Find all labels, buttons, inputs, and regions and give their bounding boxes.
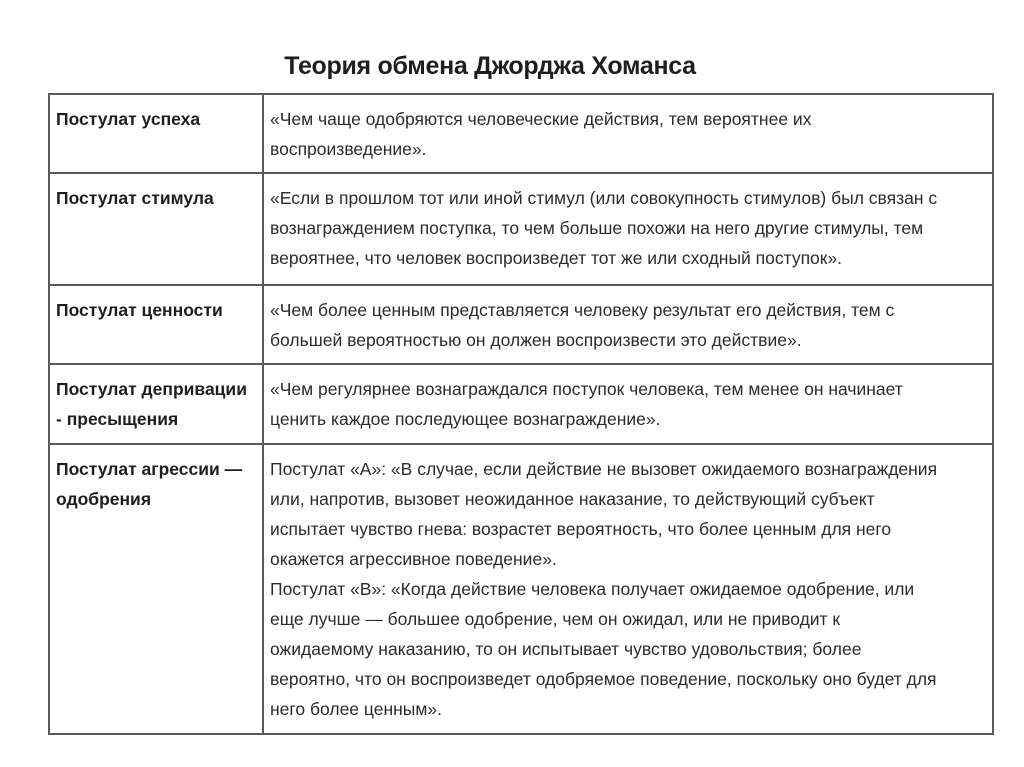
postulate-name: Постулат депривации - пресыщения (48, 363, 264, 445)
table-row-success: Постулат успеха «Чем чаще одобряются чел… (48, 93, 994, 174)
description-line: вероятно, что он воспроизведет одобряемо… (270, 669, 937, 689)
description-line: «Чем регулярнее вознаграждался поступок … (270, 379, 903, 399)
description-line: воспроизведение». (270, 139, 427, 159)
postulate-name-line: Постулат ценности (56, 300, 223, 320)
description-line: вознаграждением поступка, то чем больше … (270, 218, 924, 238)
description-line: Постулат «В»: «Когда действие человека п… (270, 579, 915, 599)
postulate-name: Постулат ценности (48, 284, 264, 365)
postulate-name: Постулат стимула (48, 172, 264, 286)
description-line: или, напротив, вызовет неожиданное наказ… (270, 489, 875, 509)
description-line: ожидаемому наказанию, то он испытывает ч… (270, 639, 862, 659)
description-line: «Чем чаще одобряются человеческие действ… (270, 109, 812, 129)
postulate-name-line: Постулат успеха (56, 109, 201, 129)
description-line: вероятнее, что человек воспроизведет тот… (270, 248, 843, 268)
postulate-description: «Чем чаще одобряются человеческие действ… (262, 93, 994, 174)
postulates-table: Постулат успеха «Чем чаще одобряются чел… (48, 93, 994, 735)
postulate-name-line: Постулат депривации (56, 379, 247, 399)
description-line: еще лучше — большее одобрение, чем он ож… (270, 609, 841, 629)
postulate-description: Постулат «А»: «В случае, если действие н… (262, 443, 994, 735)
description-line: него более ценным». (270, 699, 442, 719)
postulate-description: «Чем регулярнее вознаграждался поступок … (262, 363, 994, 445)
postulate-name: Постулат успеха (48, 93, 264, 174)
postulate-name-line: - пресыщения (56, 409, 179, 429)
table-row-deprivation-satiation: Постулат депривации - пресыщения «Чем рег… (48, 363, 994, 445)
postulate-name-line: Постулат стимула (56, 188, 214, 208)
description-line: «Чем более ценным представляется человек… (270, 300, 895, 320)
table-row-aggression-approval: Постулат агрессии — одобрения Постулат «А»… (48, 443, 994, 735)
postulate-name: Постулат агрессии — одобрения (48, 443, 264, 735)
description-line: испытает чувство гнева: возрастет вероят… (270, 519, 892, 539)
description-line: большей вероятностью он должен воспроизв… (270, 330, 802, 350)
table-row-value: Постулат ценности «Чем более ценным предс… (48, 284, 994, 365)
postulate-name-line: Постулат агрессии — (56, 459, 243, 479)
postulate-description: «Если в прошлом тот или иной стимул (или… (262, 172, 994, 286)
postulate-name-line: одобрения (56, 489, 152, 509)
description-line: окажется агрессивное поведение». (270, 549, 557, 569)
description-line: Постулат «А»: «В случае, если действие н… (270, 459, 938, 479)
description-line: ценить каждое последующее вознаграждение… (270, 409, 661, 429)
description-line: «Если в прошлом тот или иной стимул (или… (270, 188, 938, 208)
page-title: Теория обмена Джорджа Хоманса (284, 52, 696, 80)
table-row-stimulus: Постулат стимула «Если в прошлом тот или … (48, 172, 994, 286)
postulate-description: «Чем более ценным представляется человек… (262, 284, 994, 365)
